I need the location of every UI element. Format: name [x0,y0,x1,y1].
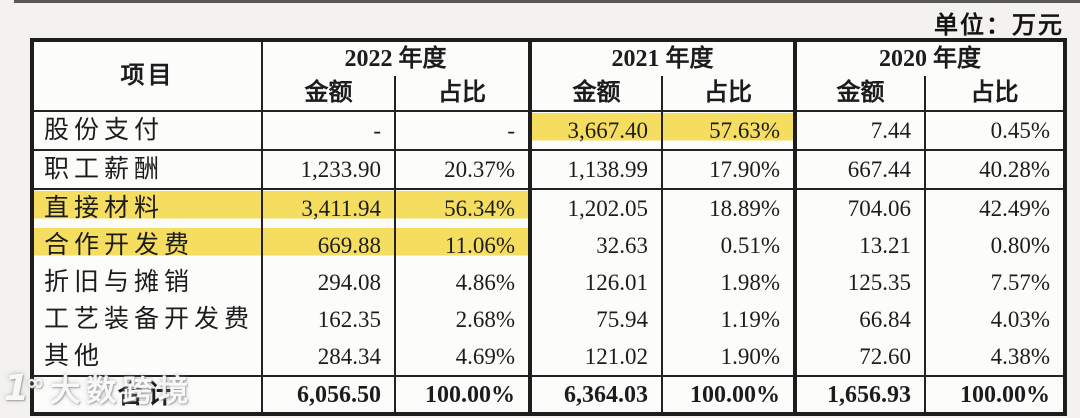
cell-amount-2020: 13.21 [793,227,925,264]
total-amount-2022: 6,056.50 [261,375,395,414]
cell-ratio-2020: 42.49% [924,189,1065,227]
cell-amount-2020: 125.35 [793,264,925,301]
cell-ratio-2022: 56.34% [394,189,530,227]
cell-ratio-2021: 0.51% [661,227,795,264]
row-item-label: 合作开发费 [32,227,262,264]
table-header: 项目 2022 年度 2021 年度 2020 年度 金额 占比 金额 占比 金… [32,40,1065,112]
cell-ratio-2022: - [394,111,530,151]
cell-ratio-2021: 1.19% [661,301,795,338]
column-header-ratio-2020: 占比 [924,76,1065,112]
total-ratio-2020: 100.00% [924,375,1065,414]
column-header-amount-2021: 金额 [528,76,662,112]
total-amount-2021: 6,364.03 [528,375,662,414]
cell-amount-2022: - [261,111,395,151]
cell-ratio-2022: 4.86% [394,264,530,301]
cell-ratio-2020: 4.03% [924,301,1065,338]
column-header-year-2022: 2022 年度 [261,40,530,76]
cell-amount-2022: 669.88 [261,227,395,264]
cell-amount-2020: 7.44 [793,111,925,151]
cell-ratio-2022: 20.37% [394,150,530,190]
cell-ratio-2020: 4.38% [924,338,1065,376]
row-item-label: 其他 [44,343,105,370]
cell-ratio-2020: 40.28% [924,150,1065,190]
table-row: 合作开发费 669.88 11.06% 32.63 0.51% 13.21 0.… [32,227,1065,264]
total-ratio-2022: 100.00% [394,375,530,414]
cell-amount-2020: 704.06 [793,189,925,227]
cost-breakdown-table: 项目 2022 年度 2021 年度 2020 年度 金额 占比 金额 占比 金… [30,38,1067,416]
cell-amount-2021: 32.63 [528,227,662,264]
cell-amount-2022: 294.08 [261,264,395,301]
cell-ratio-2022: 11.06% [394,227,530,264]
table-row: 其他 284.34 4.69% 121.02 1.90% 72.60 4.38% [32,338,1065,376]
cell-ratio-2021: 1.98% [661,264,795,301]
cell-amount-2020: 66.84 [793,301,925,338]
table-row: 职工薪酬 1,233.90 20.37% 1,138.99 17.90% 667… [32,150,1065,190]
table-body: 股份支付 - - 3,667.40 57.63% 7.44 0.45% 职工薪酬… [32,111,1065,376]
cell-amount-2022: 3,411.94 [261,189,395,227]
column-header-item: 项目 [32,40,262,112]
cell-ratio-2020: 7.57% [924,264,1065,301]
row-item-label: 折旧与摊销 [44,269,195,296]
row-item-label: 股份支付 [32,111,262,151]
row-item-label: 职工薪酬 [32,150,262,190]
cell-amount-2021: 3,667.40 [528,111,662,151]
cell-ratio-2022: 2.68% [394,301,530,338]
cell-amount-2022: 162.35 [261,301,395,338]
cell-amount-2020: 72.60 [793,338,925,376]
cell-ratio-2021: 1.90% [661,338,795,376]
cell-ratio-2020: 0.80% [924,227,1065,264]
cell-amount-2021: 1,202.05 [528,189,662,227]
cell-amount-2022: 284.34 [261,338,395,376]
total-amount-2020: 1,656.93 [793,375,925,414]
cell-ratio-2021: 57.63% [661,111,795,151]
cell-ratio-2021: 17.90% [661,150,795,190]
column-header-ratio-2021: 占比 [661,76,795,112]
cell-amount-2021: 1,138.99 [528,150,662,190]
cell-ratio-2021: 18.89% [661,189,795,227]
cell-amount-2021: 121.02 [528,338,662,376]
column-header-year-2021: 2021 年度 [528,40,795,76]
column-header-year-2020: 2020 年度 [793,40,1065,76]
cell-amount-2022: 1,233.90 [261,150,395,190]
column-header-ratio-2022: 占比 [394,76,530,112]
table-row: 折旧与摊销 294.08 4.86% 126.01 1.98% 125.35 7… [32,264,1065,301]
column-header-amount-2022: 金额 [261,76,395,112]
cell-amount-2021: 126.01 [528,264,662,301]
cell-ratio-2022: 4.69% [394,338,530,376]
cell-ratio-2020: 0.45% [924,111,1065,151]
row-item-label: 直接材料 [32,189,262,227]
cell-amount-2021: 75.94 [528,301,662,338]
top-edge-artifact [14,0,1080,3]
cell-amount-2020: 667.44 [793,150,925,190]
table-total-row: 合计 6,056.50 100.00% 6,364.03 100.00% 1,6… [32,375,1065,414]
table-row: 直接材料 3,411.94 56.34% 1,202.05 18.89% 704… [32,189,1065,227]
unit-label: 单位：万元 [934,13,1064,39]
total-label: 合计 [32,375,262,414]
total-ratio-2021: 100.00% [661,375,795,414]
table-row: 工艺装备开发费 162.35 2.68% 75.94 1.19% 66.84 4… [32,301,1065,338]
column-header-amount-2020: 金额 [793,76,925,112]
row-item-label: 工艺装备开发费 [44,306,255,333]
table-row: 股份支付 - - 3,667.40 57.63% 7.44 0.45% [32,111,1065,151]
